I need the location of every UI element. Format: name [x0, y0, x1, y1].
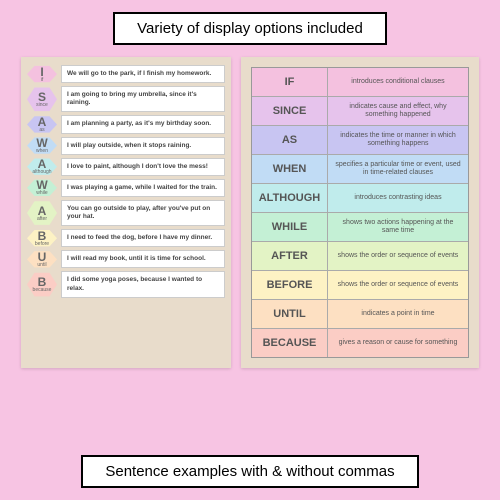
chart-row: BECAUSEgives a reason or cause for somet…: [252, 329, 468, 357]
sentence-text: I am going to bring my umbrella, since i…: [61, 86, 225, 112]
hex-word: after: [37, 217, 47, 222]
hex-word: while: [36, 191, 47, 196]
hexagon-badge: Uuntil: [27, 250, 57, 268]
chart-row: WHENspecifies a particular time or event…: [252, 155, 468, 184]
chart-row: SINCEindicates cause and effect, why som…: [252, 97, 468, 126]
chart-row: AFTERshows the order or sequence of even…: [252, 242, 468, 271]
chart-definition: shows the order or sequence of events: [328, 242, 468, 270]
sentence-row: AafterYou can go outside to play, after …: [27, 200, 225, 226]
chart-word: AFTER: [252, 242, 328, 270]
hex-word: since: [36, 103, 48, 108]
hexagon-badge: Wwhen: [27, 137, 57, 155]
hex-word: although: [32, 170, 51, 175]
hexagon-badge: Ssince: [27, 86, 57, 112]
top-banner: Variety of display options included: [113, 12, 387, 45]
hex-letter: B: [38, 230, 47, 242]
sentence-text: I love to paint, although I don't love t…: [61, 158, 225, 176]
hexagon-badge: Wwhile: [27, 179, 57, 197]
hex-letter: I: [40, 66, 43, 78]
chart-word: SINCE: [252, 97, 328, 125]
chart-definition: specifies a particular time or event, us…: [328, 155, 468, 183]
sentence-row: BbeforeI need to feed the dog, before I …: [27, 229, 225, 247]
hexagon-badge: Bbecause: [27, 271, 57, 297]
chart-word: WHEN: [252, 155, 328, 183]
chart-word: ALTHOUGH: [252, 184, 328, 212]
sentence-text: I will read my book, until it is time fo…: [61, 250, 225, 268]
sentence-row: IifWe will go to the park, if I finish m…: [27, 65, 225, 83]
chart-definition: indicates a point in time: [328, 300, 468, 328]
sentence-row: BbecauseI did some yoga poses, because I…: [27, 271, 225, 297]
sentence-text: I did some yoga poses, because I wanted …: [61, 271, 225, 297]
sentence-row: WwhenI will play outside, when it stops …: [27, 137, 225, 155]
sentence-text: You can go outside to play, after you've…: [61, 200, 225, 226]
chart-definition: shows two actions happening at the same …: [328, 213, 468, 241]
top-banner-wrap: Variety of display options included: [0, 0, 500, 53]
bottom-banner-wrap: Sentence examples with & without commas: [0, 455, 500, 488]
chart-definition: indicates cause and effect, why somethin…: [328, 97, 468, 125]
chart-word: WHILE: [252, 213, 328, 241]
sentence-text: I need to feed the dog, before I have my…: [61, 229, 225, 247]
hex-letter: U: [38, 251, 47, 263]
chart-row: ALTHOUGHintroduces contrasting ideas: [252, 184, 468, 213]
hexagon-badge: Aalthough: [27, 158, 57, 176]
chart-word: AS: [252, 126, 328, 154]
chart-row: IFintroduces conditional clauses: [252, 68, 468, 97]
chart-definition: indicates the time or manner in which so…: [328, 126, 468, 154]
sentence-row: WwhileI was playing a game, while I wait…: [27, 179, 225, 197]
sentence-row: SsinceI am going to bring my umbrella, s…: [27, 86, 225, 112]
sentence-row: AasI am planning a party, as it's my bir…: [27, 115, 225, 133]
hexagon-badge: Aafter: [27, 200, 57, 226]
word-chart: IFintroduces conditional clausesSINCEind…: [251, 67, 469, 358]
hex-word: when: [36, 149, 48, 154]
sentence-row: AalthoughI love to paint, although I don…: [27, 158, 225, 176]
chart-word: BECAUSE: [252, 329, 328, 357]
sentence-text: I was playing a game, while I waited for…: [61, 179, 225, 197]
hex-letter: A: [38, 205, 47, 217]
sentence-text: We will go to the park, if I finish my h…: [61, 65, 225, 83]
chart-row: WHILEshows two actions happening at the …: [252, 213, 468, 242]
sentence-row: UuntilI will read my book, until it is t…: [27, 250, 225, 268]
chart-panel: IFintroduces conditional clausesSINCEind…: [241, 57, 479, 368]
chart-word: BEFORE: [252, 271, 328, 299]
hexagon-badge: Bbefore: [27, 229, 57, 247]
hex-word: before: [35, 242, 49, 247]
hex-word: until: [37, 263, 46, 268]
chart-definition: shows the order or sequence of events: [328, 271, 468, 299]
chart-row: UNTILindicates a point in time: [252, 300, 468, 329]
chart-word: IF: [252, 68, 328, 96]
sentence-text: I will play outside, when it stops raini…: [61, 137, 225, 155]
chart-definition: introduces conditional clauses: [328, 68, 468, 96]
sentence-panel: IifWe will go to the park, if I finish m…: [21, 57, 231, 368]
chart-row: ASindicates the time or manner in which …: [252, 126, 468, 155]
hex-word: if: [41, 78, 44, 83]
hex-word: because: [33, 288, 52, 293]
content-area: IifWe will go to the park, if I finish m…: [0, 53, 500, 368]
hex-letter: S: [38, 91, 46, 103]
chart-definition: introduces contrasting ideas: [328, 184, 468, 212]
hexagon-badge: Aas: [27, 115, 57, 133]
chart-word: UNTIL: [252, 300, 328, 328]
hex-word: as: [39, 128, 44, 133]
bottom-banner: Sentence examples with & without commas: [81, 455, 418, 488]
hexagon-badge: Iif: [27, 65, 57, 83]
sentence-text: I am planning a party, as it's my birthd…: [61, 115, 225, 133]
chart-definition: gives a reason or cause for something: [328, 329, 468, 357]
chart-row: BEFOREshows the order or sequence of eve…: [252, 271, 468, 300]
